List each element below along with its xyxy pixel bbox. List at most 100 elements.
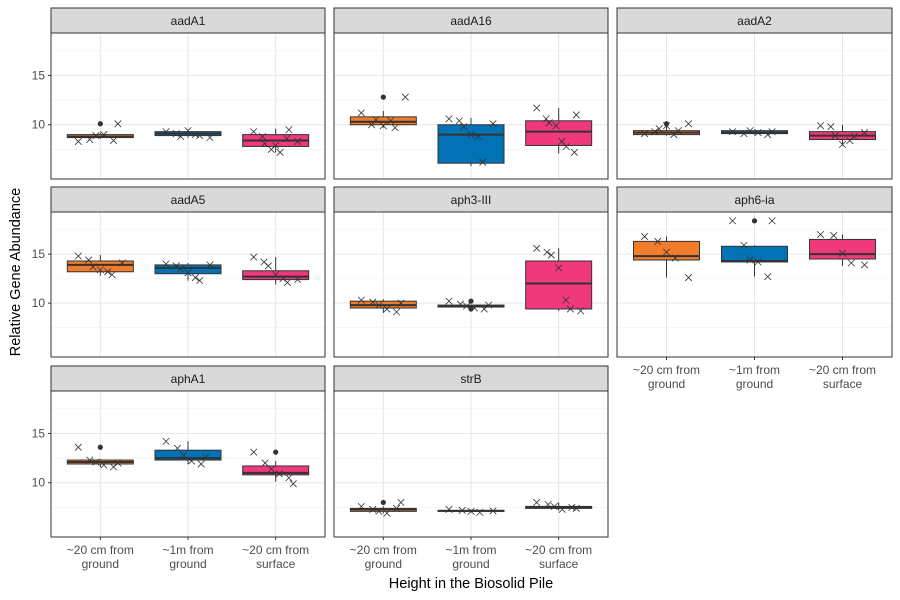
jitter-point-stroke [401,93,409,101]
jitter-point-stroke [728,217,737,225]
jitter-point-stroke [92,458,100,466]
x-tick-label-line: ~20 cm from [809,363,876,377]
jitter-point-stroke [552,122,560,130]
jitter-point-stroke [456,300,465,308]
jitter-point-stroke [285,474,293,482]
outlier-point [380,94,386,100]
jitter-point-stroke [261,139,269,148]
box-aphA1-0 [66,443,134,471]
jitter-point-stroke [261,459,269,467]
x-tick-label-line: ground [736,377,773,391]
box-aadA2-0 [633,120,700,139]
jitter-point-stroke [383,509,391,517]
jitter-point-stroke [485,301,493,309]
jitter-point-stroke [860,129,869,137]
jitter-point [654,237,662,245]
jitter-point [728,217,737,225]
jitter-point-stroke [467,507,475,515]
box-aphA1-1 [154,437,222,468]
jitter-point [662,248,671,256]
box-iqr [154,449,222,461]
x-tick-label: ~1m from ground [445,543,496,571]
box-aph3-III-1 [437,297,505,313]
jitter-point-stroke [455,117,463,125]
jitter-point-stroke [375,507,383,515]
jitter-point-stroke [206,261,214,269]
jitter-point [184,269,192,277]
box-iqr [633,240,700,261]
x-tick-label-line: ~1m from [162,543,213,557]
jitter-point [250,448,258,456]
jitter-point [640,130,649,138]
jitter-point [728,128,737,136]
jitter-point [572,504,580,512]
jitter-point-stroke [860,261,869,269]
jitter-point [754,129,762,137]
jitter-point-stroke [558,137,566,146]
jitter-point [283,278,291,287]
jitter-point [838,140,847,149]
jitter-point-stroke [74,137,82,146]
facet-panel-aph6-ia: aph6-ia~20 cm from ground~1m from ground~2… [616,186,893,391]
x-tick-label-line: ~20 cm from [350,543,417,557]
jitter-point [191,274,199,282]
jitter-point [187,457,196,465]
box-iqr [154,264,222,275]
jitter-point-stroke [294,137,302,146]
x-tick-label-line: ~1m from [445,543,496,557]
jitter-point-stroke [545,119,553,127]
jitter-point-stroke [816,230,825,239]
jitter-point-stroke [162,437,170,445]
jitter-point [467,131,475,139]
x-tick-label: ~20 cm from surface [242,543,309,571]
x-tick-label-line: ~20 cm from [67,543,134,557]
jitter-point [184,127,192,135]
facet-strip-strB [333,365,609,392]
jitter-point [456,300,465,308]
jitter-point [180,451,188,459]
box-iqr [721,245,788,263]
jitter-point-stroke [260,258,268,266]
jitter-point [392,308,401,316]
jitter-point [555,264,563,272]
jitter-point [92,132,100,140]
jitter-point-stroke [562,142,570,151]
jitter-point-stroke [489,507,497,515]
panel-border [50,32,326,180]
jitter-point-stroke [847,259,855,267]
jitter-point-stroke [276,148,284,156]
box-aph6-ia-1 [721,217,788,281]
box-strB-0 [349,498,417,517]
jitter-point-stroke [258,132,267,141]
jitter-point-stroke [375,301,383,309]
jitter-point [558,505,566,513]
x-tick-label: ~20 cm from surface [809,363,876,391]
box-iqr [66,260,134,273]
jitter-point [458,506,466,514]
jitter-point [562,142,570,151]
jitter-point [860,129,869,137]
box-aadA5-0 [66,252,134,279]
facet-panel-aadA2: aadA2 [616,7,893,180]
jitter-point-stroke [460,123,468,131]
jitter-point [445,115,453,123]
jitter-point-stroke [533,104,541,112]
jitter-point [104,268,112,276]
jitter-point-stroke [279,275,287,283]
jitter-point-stroke [568,503,576,511]
jitter-point [383,305,391,313]
outlier-point [663,121,670,127]
jitter-point-stroke [474,132,482,141]
jitter-point [177,132,185,141]
jitter-point [74,137,82,146]
jitter-point [662,122,671,130]
jitter-point-stroke [202,453,210,461]
jitter-point-stroke [566,305,574,313]
jitter-point [118,259,126,267]
box-aphA1-2 [242,448,310,488]
jitter-point-stroke [543,248,551,256]
jitter-point [372,116,380,124]
facet-panel-aadA16: aadA16 [333,7,609,180]
jitter-point [455,117,463,125]
box-aadA1-1 [154,127,222,142]
